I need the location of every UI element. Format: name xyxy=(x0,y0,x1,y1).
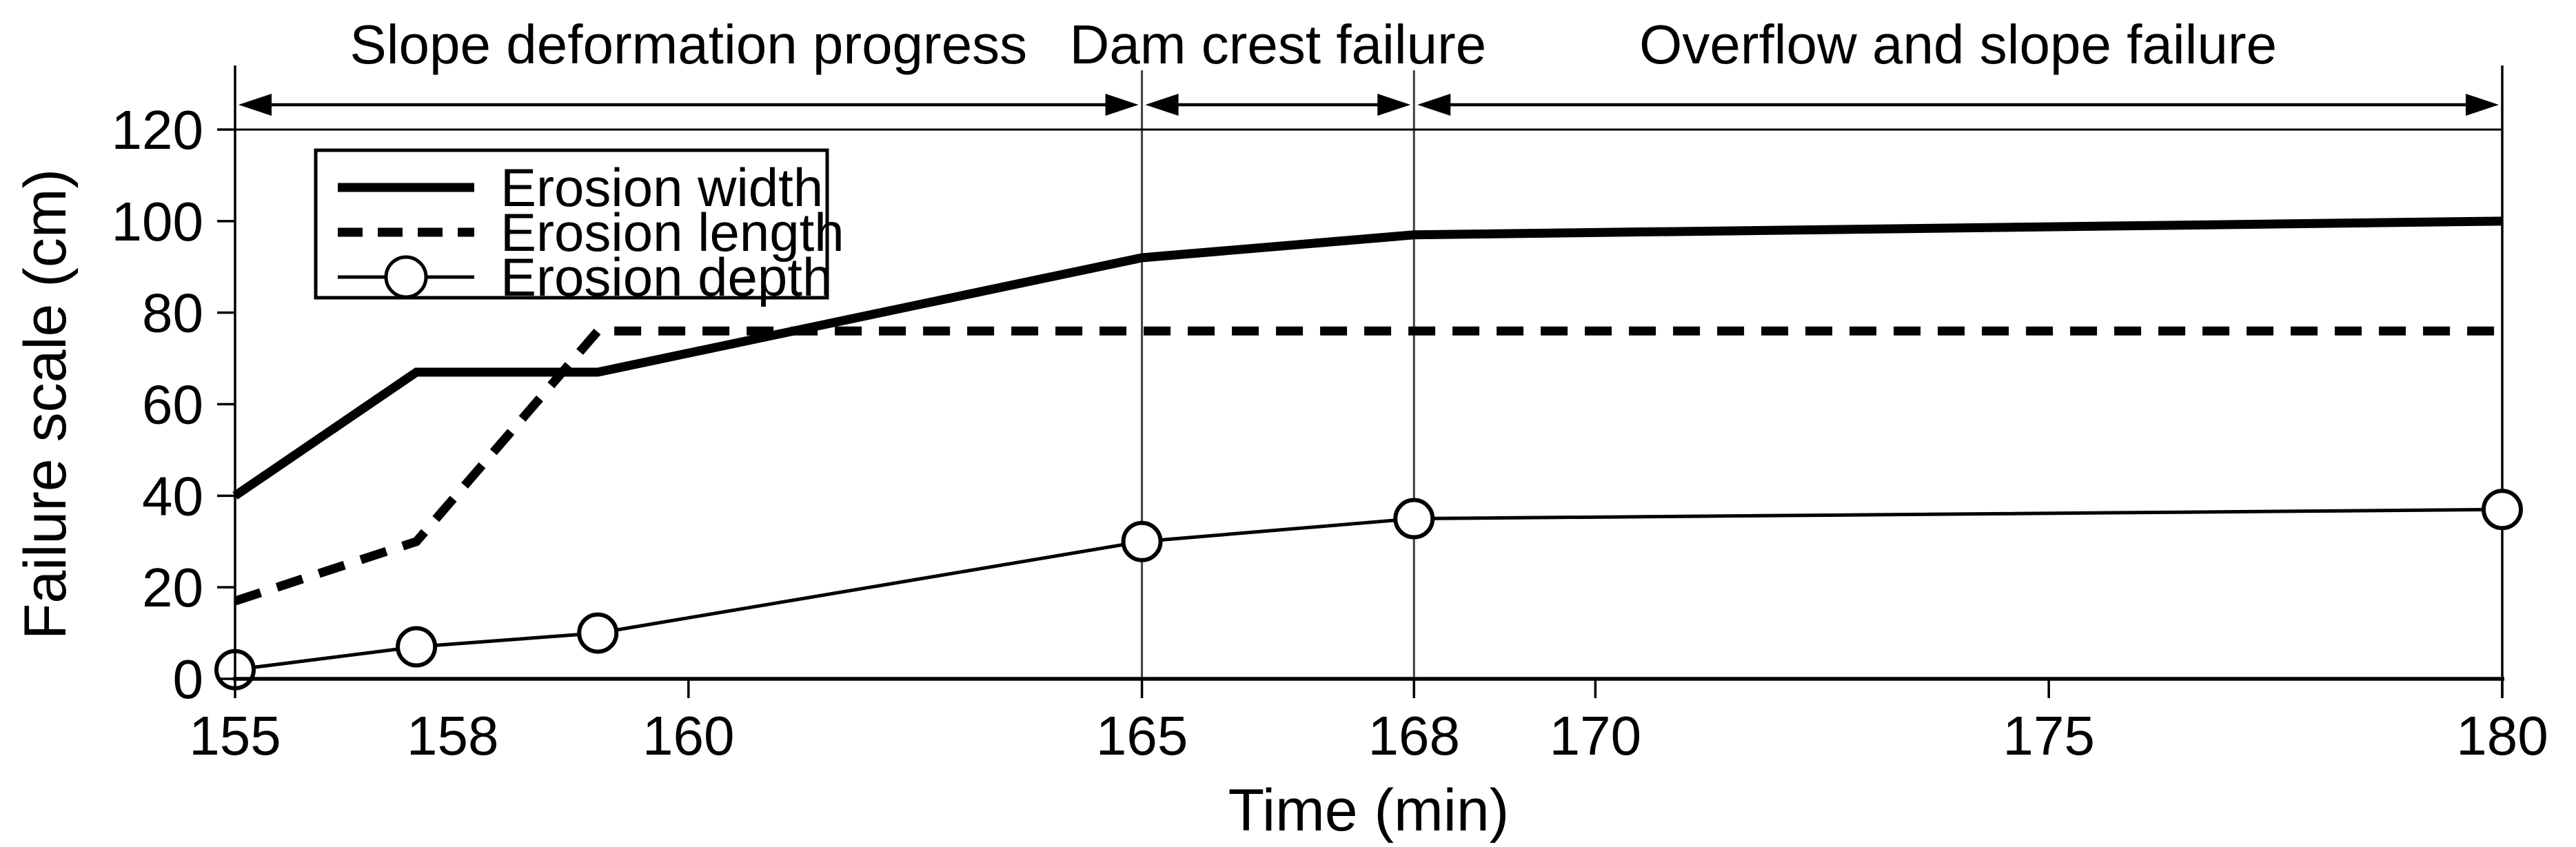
legend-label: Erosion length xyxy=(500,202,844,263)
x-tick-label: 158 xyxy=(407,705,498,766)
y-tick-label: 60 xyxy=(142,374,203,436)
legend-item-erosion-width: Erosion width xyxy=(338,157,823,218)
data-point-marker xyxy=(1121,520,1163,562)
arrowhead-left-icon xyxy=(1145,94,1179,116)
phase-annotation-3: Overflow and slope failure xyxy=(1417,14,2499,116)
y-tick-label: 0 xyxy=(173,649,204,710)
y-tick-label: 40 xyxy=(142,465,203,527)
arrowhead-right-icon xyxy=(1377,94,1411,116)
y-tick-label: 80 xyxy=(142,283,203,344)
series-line xyxy=(232,216,2503,500)
arrowhead-left-icon xyxy=(239,94,272,116)
y-tick-label: 20 xyxy=(142,557,203,618)
legend-item-erosion-depth: Erosion depth xyxy=(338,247,832,307)
legend-item-erosion-length: Erosion length xyxy=(338,202,844,263)
phase-label: Dam crest failure xyxy=(1070,14,1487,75)
series-line xyxy=(233,326,2502,606)
x-tick-label: 160 xyxy=(642,705,734,766)
arrowhead-right-icon xyxy=(2466,94,2499,116)
y-axis-title: Failure scale (cm) xyxy=(12,169,79,640)
data-point-marker xyxy=(1393,498,1435,540)
phase-annotation-1: Slope deformation progress xyxy=(239,14,1139,116)
series-line xyxy=(234,507,2503,672)
phase-annotations-layer: Slope deformation progress Dam crest fail… xyxy=(239,14,2499,116)
event-lines-layer xyxy=(1141,65,2504,698)
data-point-marker xyxy=(396,626,438,668)
arrowhead-left-icon xyxy=(1417,94,1451,116)
phase-label: Slope deformation progress xyxy=(349,14,1027,75)
data-point-marker xyxy=(577,612,619,654)
y-tick-label: 120 xyxy=(112,99,203,161)
x-tick-label: 180 xyxy=(2456,705,2548,766)
y-axis-layer: 0 20 40 60 80 100 120 xyxy=(112,65,236,710)
legend-label: Erosion width xyxy=(500,157,823,218)
y-tick-label: 100 xyxy=(112,191,203,252)
axis-titles-layer: Time (min) Failure scale (cm) xyxy=(12,169,1509,844)
phase-label: Overflow and slope failure xyxy=(1639,14,2277,75)
legend-marker-sample xyxy=(384,255,428,299)
x-axis-layer: 155 158 160 165 168 170 175 180 xyxy=(189,677,2548,766)
x-tick-label: 155 xyxy=(189,705,281,766)
x-tick-label: 168 xyxy=(1368,705,1460,766)
series-erosion-width xyxy=(232,216,2503,500)
data-point-marker xyxy=(2482,489,2523,531)
legend-label: Erosion depth xyxy=(500,247,832,307)
x-tick-label: 175 xyxy=(2002,705,2094,766)
x-tick-label: 170 xyxy=(1550,705,1641,766)
x-axis-title: Time (min) xyxy=(1228,777,1510,844)
series-layer xyxy=(214,216,2523,691)
x-tick-label: 165 xyxy=(1096,705,1188,766)
arrowhead-right-icon xyxy=(1105,94,1139,116)
series-erosion-depth xyxy=(214,489,2523,691)
phase-annotation-2: Dam crest failure xyxy=(1070,14,1487,116)
series-erosion-length xyxy=(233,326,2502,606)
